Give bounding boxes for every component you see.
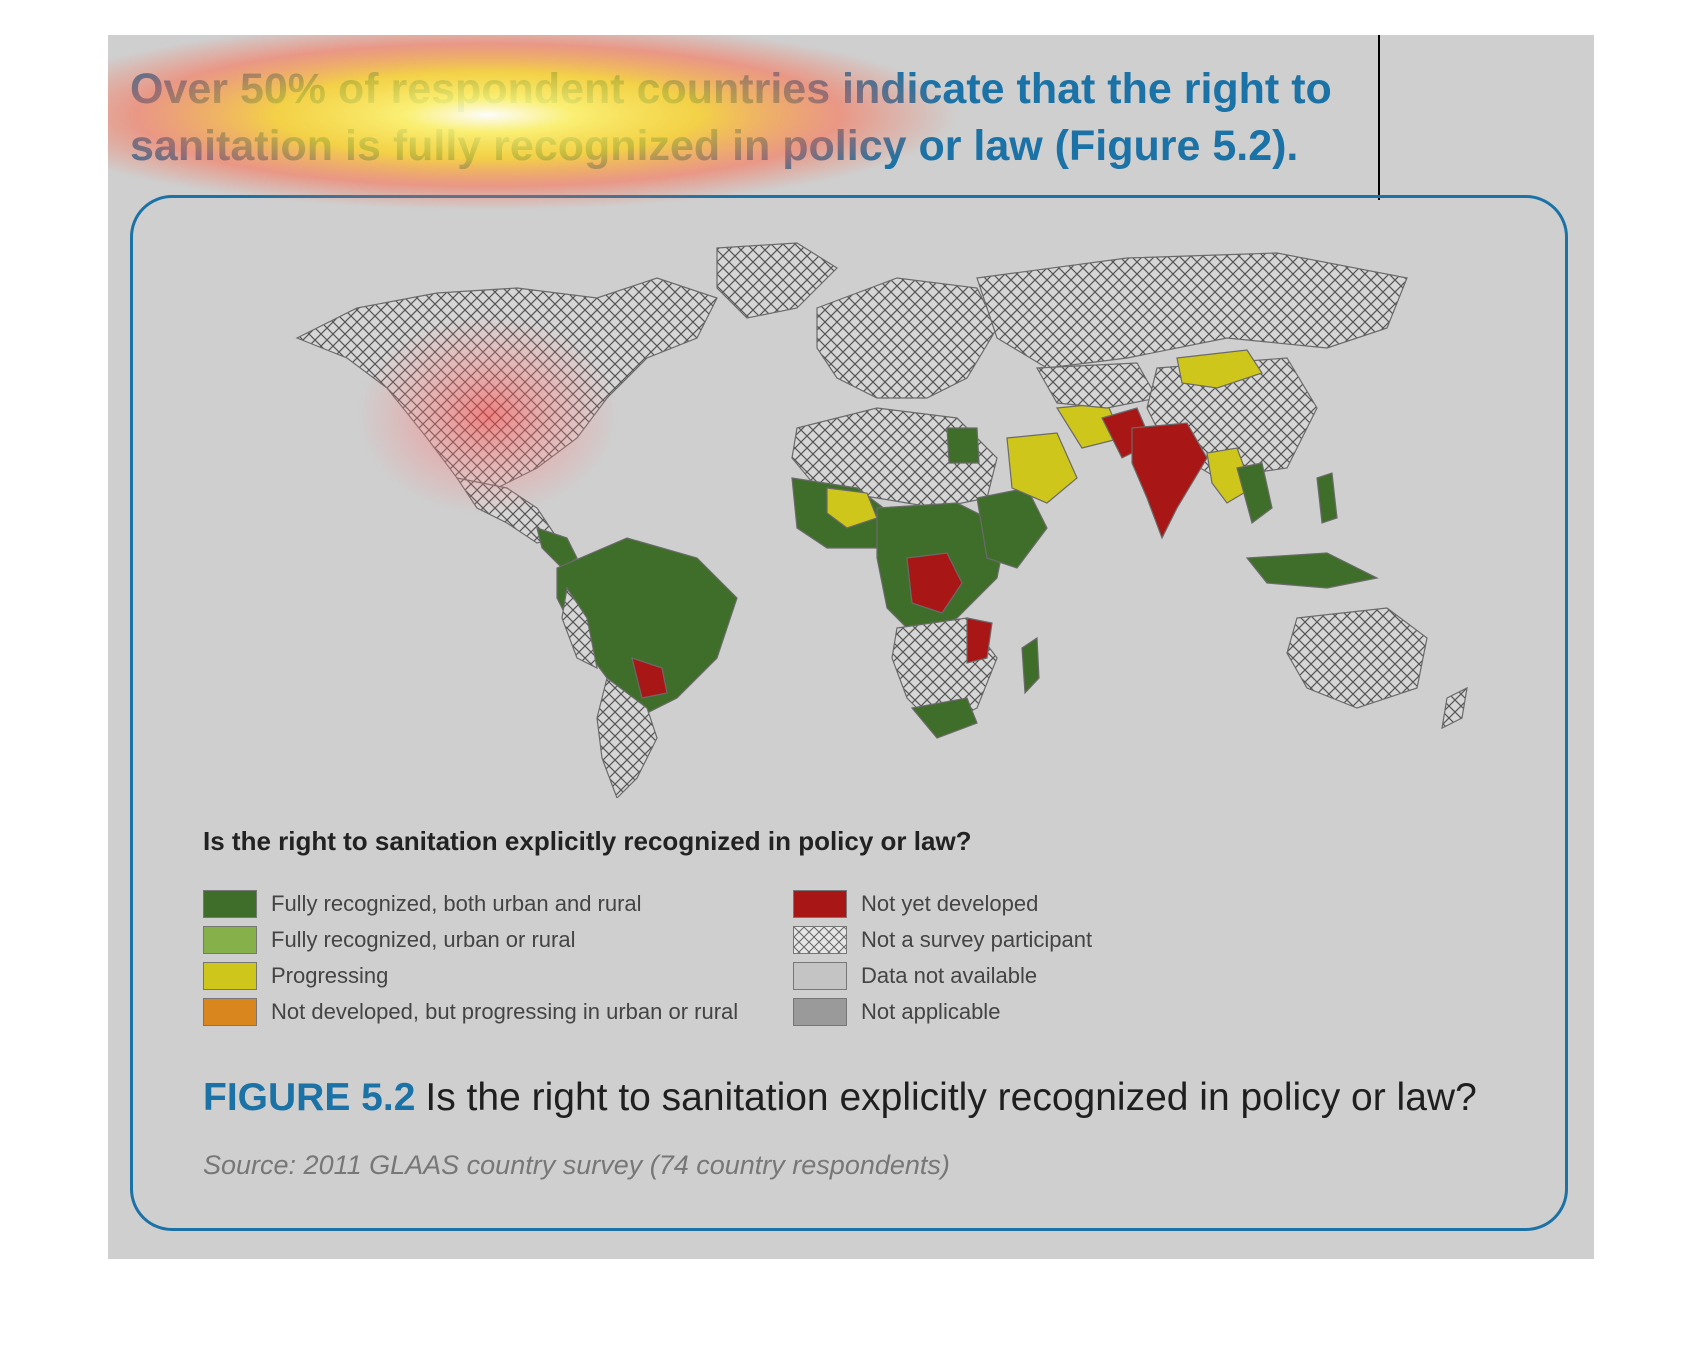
south-africa <box>910 697 978 739</box>
legend-swatch-data-not-available <box>793 962 847 990</box>
legend-item: Not a survey participant <box>793 922 1092 958</box>
legend-swatch-fully-recognized-both <box>203 890 257 918</box>
legend-item: Not developed, but progressing in urban … <box>203 994 738 1030</box>
legend-item: Data not available <box>793 958 1092 994</box>
legend-swatch-progressing <box>203 962 257 990</box>
madagascar <box>1021 636 1040 695</box>
source-note: Source: 2011 GLAAS country survey (74 co… <box>203 1150 950 1180</box>
east-africa <box>976 487 1048 569</box>
australia <box>1286 607 1428 709</box>
text-cursor <box>1378 35 1380 200</box>
figure-number: FIGURE 5.2 <box>203 1076 416 1119</box>
slide-heading: Over 50% of respondent countries indicat… <box>130 61 1430 175</box>
legend-item: Not yet developed <box>793 886 1092 922</box>
central-asia <box>1035 362 1158 409</box>
paraguay <box>631 657 668 699</box>
legend-item: Fully recognized, urban or rural <box>203 922 738 958</box>
figure-panel: Is the right to sanitation explicitly re… <box>130 195 1568 1231</box>
south-east-asia <box>1206 447 1253 504</box>
legend-label: Progressing <box>271 963 389 988</box>
legend-swatch-not-developed-progressing <box>203 998 257 1026</box>
indochina <box>1236 462 1273 525</box>
legend-label: Fully recognized, both urban and rural <box>271 891 642 916</box>
legend-item: Fully recognized, both urban and rural <box>203 886 738 922</box>
legend-label: Not developed, but progressing in urban … <box>271 999 739 1024</box>
legend-swatch-not-applicable <box>793 998 847 1026</box>
mozambique <box>966 617 993 664</box>
heading-line-2: sanitation is fully recognized in policy… <box>130 122 1299 170</box>
india <box>1131 422 1208 540</box>
legend-right: Not yet developed Not a survey participa… <box>793 886 1092 1030</box>
south-america-south <box>596 676 658 798</box>
legend-swatch-not-participant <box>793 926 847 954</box>
world-map <box>295 242 1468 798</box>
north-africa <box>791 407 998 509</box>
new-zealand <box>1441 686 1468 730</box>
figure-caption: FIGURE 5.2 Is the right to sanitation exp… <box>203 1076 1477 1120</box>
legend-label: Not applicable <box>861 999 1001 1024</box>
egypt <box>946 427 980 464</box>
legend-left: Fully recognized, both urban and rural F… <box>203 886 738 1030</box>
greenland <box>716 242 838 319</box>
western-sa <box>561 586 598 670</box>
legend-item: Progressing <box>203 958 738 994</box>
legend-swatch-not-yet-developed <box>793 890 847 918</box>
sahel-yellow <box>826 487 878 529</box>
slide: Over 50% of respondent countries indicat… <box>108 35 1594 1259</box>
mongolia <box>1176 349 1263 389</box>
europe <box>816 277 998 399</box>
figure-caption-text: Is the right to sanitation explicitly re… <box>425 1076 1477 1119</box>
heading-line-1: Over 50% of respondent countries indicat… <box>130 65 1332 113</box>
drc <box>906 552 963 614</box>
arabia <box>1006 432 1078 504</box>
legend-swatch-fully-recognized-one <box>203 926 257 954</box>
legend-label: Not a survey participant <box>861 927 1093 952</box>
indonesia <box>1245 552 1379 589</box>
north-america <box>295 277 718 499</box>
legend-title: Is the right to sanitation explicitly re… <box>203 826 972 856</box>
legend-label: Not yet developed <box>861 891 1039 916</box>
legend-label: Data not available <box>861 963 1038 988</box>
legend-item: Not applicable <box>793 994 1092 1030</box>
philippines <box>1316 472 1338 524</box>
legend-label: Fully recognized, urban or rural <box>271 927 576 952</box>
russia-asia <box>976 252 1408 369</box>
